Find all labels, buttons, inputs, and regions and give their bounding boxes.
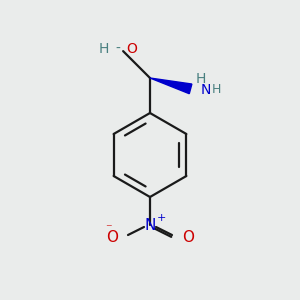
Text: H: H xyxy=(212,83,221,96)
Text: O: O xyxy=(182,230,194,244)
Text: H: H xyxy=(99,42,109,56)
Polygon shape xyxy=(150,78,192,94)
Text: -: - xyxy=(116,42,121,56)
Text: O: O xyxy=(106,230,118,244)
Text: H: H xyxy=(195,72,206,86)
Text: O: O xyxy=(126,42,137,56)
Text: +: + xyxy=(157,213,166,223)
Text: ⁻: ⁻ xyxy=(105,223,111,236)
Text: N: N xyxy=(201,83,211,97)
Text: N: N xyxy=(144,218,156,232)
